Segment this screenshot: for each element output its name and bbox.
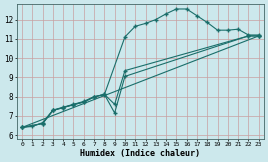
- X-axis label: Humidex (Indice chaleur): Humidex (Indice chaleur): [80, 149, 200, 158]
